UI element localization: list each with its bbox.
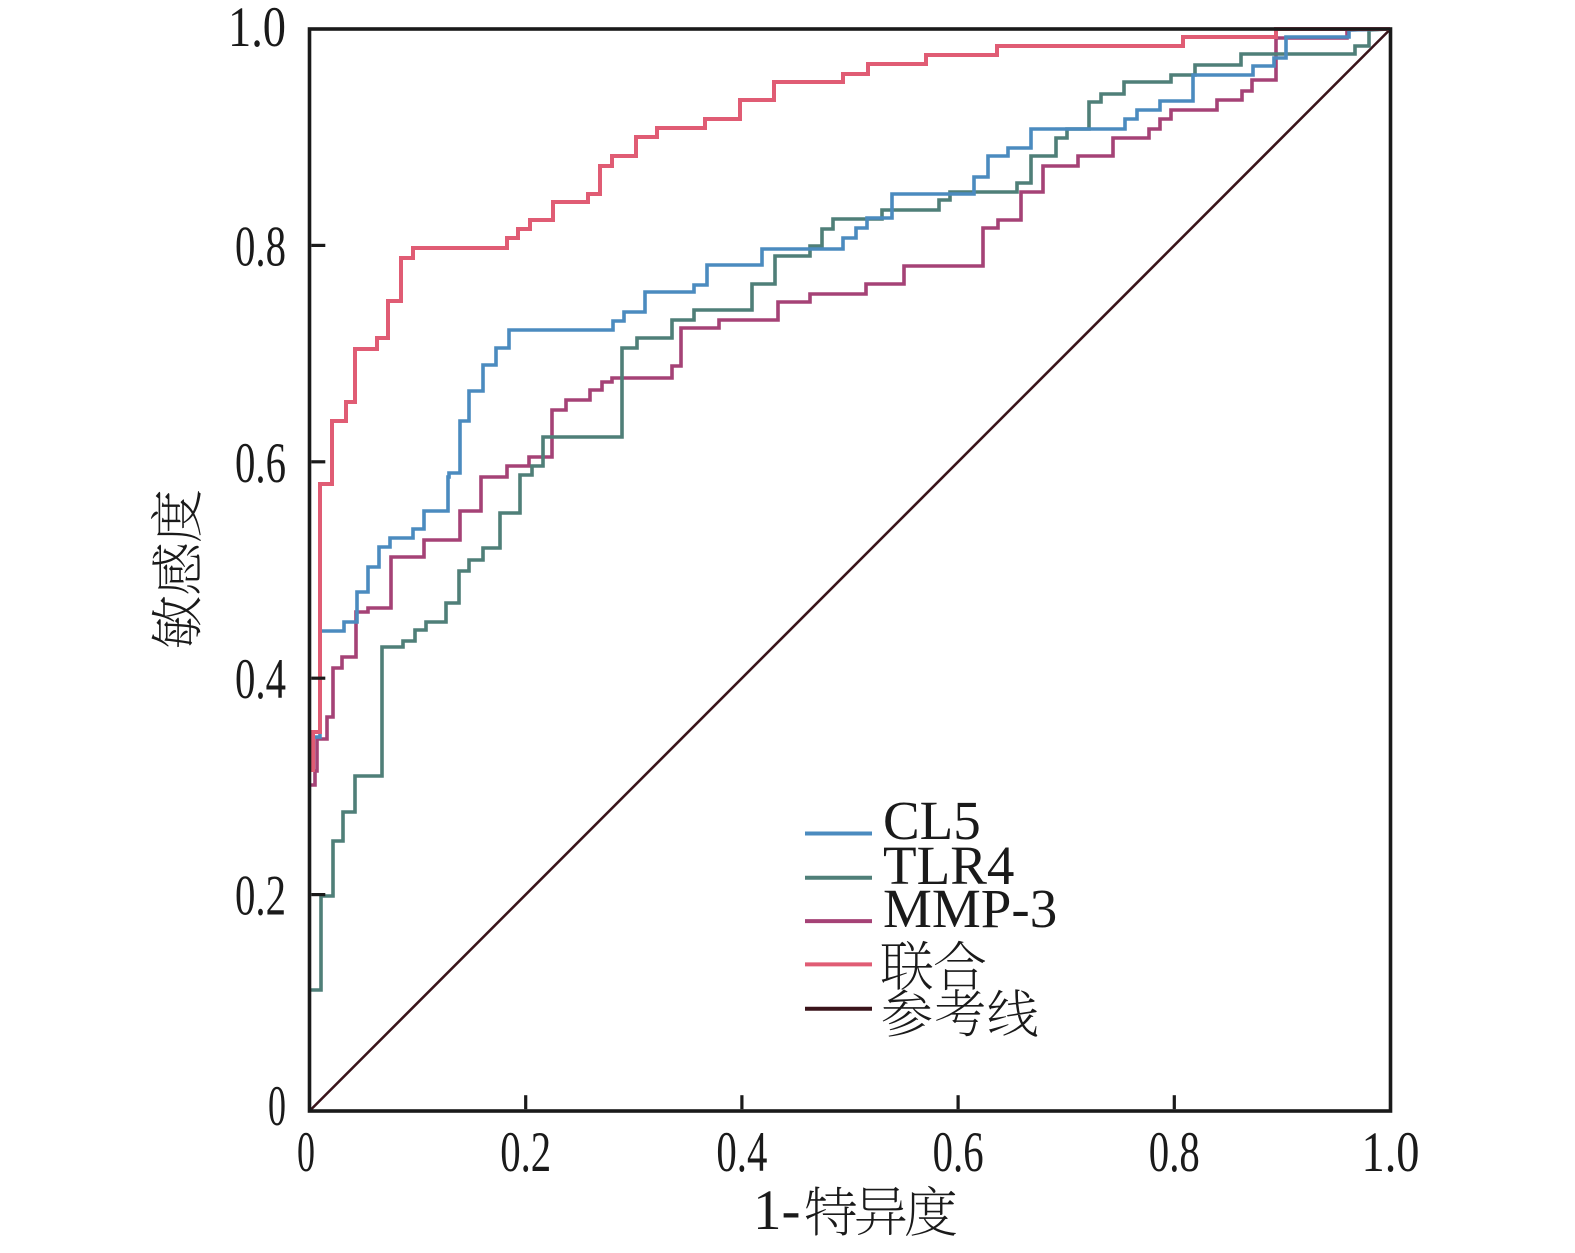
svg-text:0: 0 [297,1121,315,1184]
svg-text:CL5: CL5 [883,790,981,851]
svg-text:1.0: 1.0 [228,0,286,59]
svg-text:0: 0 [268,1075,286,1138]
svg-text:0.6: 0.6 [235,432,286,495]
svg-text:0.6: 0.6 [933,1121,984,1184]
svg-text:0.2: 0.2 [500,1121,551,1184]
svg-text:0.4: 0.4 [716,1121,767,1184]
svg-text:1.0: 1.0 [1362,1121,1420,1184]
svg-text:0.4: 0.4 [235,648,286,711]
svg-text:0.8: 0.8 [235,215,286,278]
svg-text:0.2: 0.2 [235,865,286,928]
svg-text:TLR4: TLR4 [883,835,1014,896]
svg-text:MMP-3: MMP-3 [883,878,1057,939]
svg-text:0.8: 0.8 [1149,1121,1200,1184]
svg-text:1-: 1- [753,1179,800,1242]
